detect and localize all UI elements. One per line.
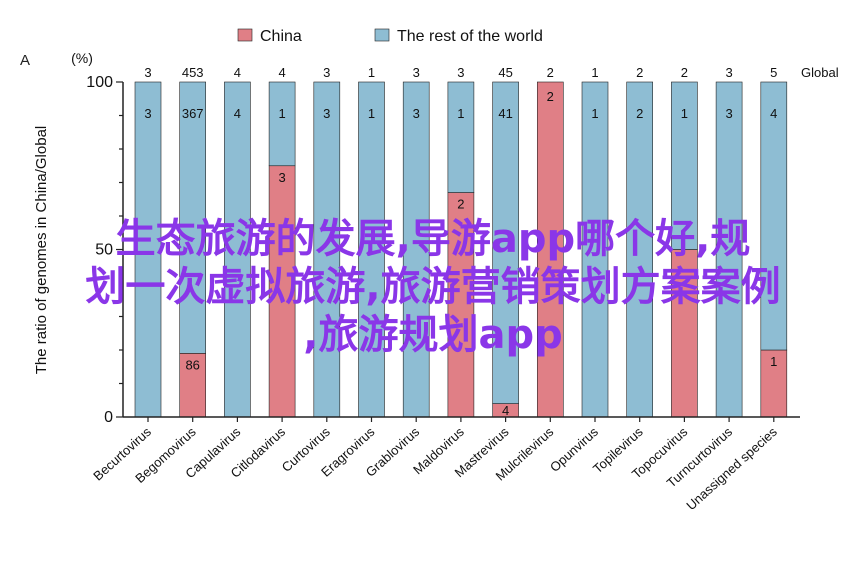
bar-rest-of-world — [358, 81, 385, 418]
bar-rest-of-world — [313, 81, 341, 418]
global-count-label: 45 — [498, 65, 512, 80]
bar-china — [536, 81, 564, 418]
legend-label-china: China — [260, 28, 302, 45]
y-tick-label: 0 — [104, 409, 113, 426]
legend-swatch-rest — [374, 28, 390, 42]
legend-label-rest: The rest of the world — [397, 28, 543, 45]
bar-china — [760, 349, 788, 418]
data-label-china: 4 — [502, 403, 509, 418]
bar-rest-of-world — [715, 81, 743, 418]
bar-china — [179, 353, 206, 418]
y-unit-label: (%) — [71, 50, 93, 66]
global-count-label: 5 — [770, 65, 777, 80]
data-label-rest: 3 — [725, 106, 732, 121]
global-count-label: 4 — [234, 65, 241, 80]
data-label-rest: 1 — [457, 106, 464, 121]
legend-swatch-china — [237, 28, 253, 42]
bar-china — [671, 249, 698, 418]
data-label-rest: 3 — [323, 106, 330, 121]
y-tick-label: 100 — [86, 74, 113, 91]
global-count-label: 3 — [457, 65, 464, 80]
bar-rest-of-world — [492, 81, 519, 404]
global-count-label: 1 — [368, 65, 375, 80]
global-count-label: 2 — [681, 65, 688, 80]
data-label-china: 3 — [278, 170, 285, 185]
data-label-rest: 3 — [413, 106, 420, 121]
bar-rest-of-world — [581, 81, 609, 418]
data-label-rest: 1 — [681, 106, 688, 121]
bar-rest-of-world — [268, 81, 296, 167]
bar-rest-of-world — [224, 81, 251, 418]
data-label-china: 86 — [185, 357, 199, 372]
bar-rest-of-world — [134, 81, 162, 418]
data-label-rest: 1 — [278, 106, 285, 121]
data-label-rest: 2 — [636, 106, 643, 121]
y-axis-title: The ratio of genomes in China/Global — [33, 126, 50, 374]
bar-rest-of-world — [402, 81, 430, 418]
global-count-label: 3 — [725, 65, 732, 80]
global-count-label: 2 — [547, 65, 554, 80]
data-label-rest: 4 — [234, 106, 241, 121]
global-count-label: 3 — [323, 65, 330, 80]
global-row-label: Global — [801, 65, 839, 80]
bar-rest-of-world — [626, 81, 654, 418]
data-label-rest: 41 — [498, 106, 512, 121]
y-tick-label: 50 — [95, 242, 113, 259]
bar-rest-of-world — [447, 81, 475, 193]
global-count-label: 3 — [144, 65, 151, 80]
data-label-china: 1 — [770, 354, 777, 369]
data-label-china: 2 — [547, 89, 554, 104]
global-count-label: 3 — [413, 65, 420, 80]
panel-label: A — [20, 52, 31, 69]
global-count-label: 453 — [182, 65, 204, 80]
bar-rest-of-world — [179, 81, 206, 354]
global-count-label: 4 — [278, 65, 285, 80]
data-label-china: 2 — [457, 197, 464, 212]
global-count-label: 2 — [636, 65, 643, 80]
bar-china — [268, 165, 296, 418]
data-label-rest: 1 — [368, 106, 375, 121]
data-label-rest: 1 — [591, 106, 598, 121]
data-label-rest: 3 — [144, 106, 151, 121]
bar-rest-of-world — [760, 81, 788, 351]
global-count-label: 1 — [591, 65, 598, 80]
bar-china — [447, 192, 475, 418]
data-label-rest: 4 — [770, 106, 777, 121]
bar-rest-of-world — [671, 81, 698, 250]
data-label-rest: 367 — [182, 106, 204, 121]
